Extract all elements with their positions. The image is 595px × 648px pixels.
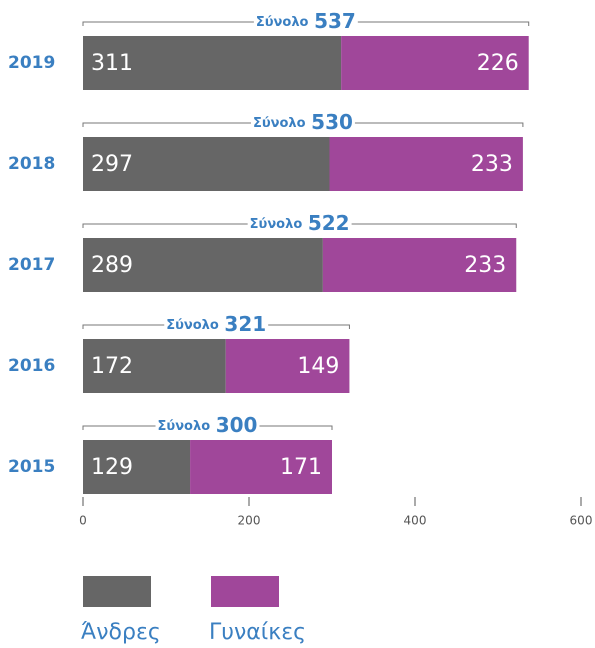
value-label: 233: [464, 253, 506, 278]
legend-swatch: [83, 576, 151, 607]
value-label: 289: [91, 253, 133, 278]
year-label: 2018: [8, 154, 55, 174]
total-word: Σύνολο: [158, 419, 211, 434]
bar-segment: [83, 137, 330, 191]
total-label: Σύνολο 530: [250, 110, 355, 134]
total-word: Σύνολο: [256, 15, 309, 30]
year-label: 2015: [8, 457, 55, 477]
total-label-text: Σύνολο 321: [166, 312, 266, 336]
bar-segment: [83, 238, 323, 292]
total-label-text: Σύνολο 530: [253, 110, 353, 134]
legend-label: Γυναίκες: [209, 620, 306, 645]
bar-segment: [225, 339, 350, 393]
x-tick-label: 400: [404, 514, 427, 528]
year-label: 2017: [8, 255, 55, 275]
total-label-bg: [247, 221, 352, 227]
total-value: 530: [311, 110, 353, 134]
value-label: 226: [477, 51, 519, 76]
bar-segment: [83, 440, 191, 494]
x-tick-label: 200: [238, 514, 261, 528]
value-label: 149: [297, 354, 339, 379]
x-tick-label: 0: [79, 514, 87, 528]
total-label-bg: [164, 322, 269, 328]
bar-segment: [190, 440, 332, 494]
value-label: 171: [280, 455, 322, 480]
total-label-bg: [155, 423, 260, 429]
value-label: 129: [91, 455, 133, 480]
legend-label: Άνδρες: [81, 620, 161, 645]
total-label: Σύνολο 300: [155, 413, 260, 437]
total-label: Σύνολο 522: [247, 211, 352, 235]
value-label: 172: [91, 354, 133, 379]
total-word: Σύνολο: [253, 116, 306, 131]
bar-segment: [322, 238, 517, 292]
total-value: 300: [216, 413, 258, 437]
total-word: Σύνολο: [166, 318, 219, 333]
value-label: 297: [91, 152, 133, 177]
total-label-bg: [250, 120, 355, 126]
total-value: 522: [308, 211, 350, 235]
bar-segment: [83, 36, 342, 90]
year-label: 2016: [8, 356, 55, 376]
total-word: Σύνολο: [250, 217, 303, 232]
year-label: 2019: [8, 53, 55, 73]
legend-swatch: [211, 576, 279, 607]
bar-segment: [329, 137, 523, 191]
value-label: 233: [471, 152, 513, 177]
bar-segment: [341, 36, 529, 90]
value-label: 311: [91, 51, 133, 76]
total-label-bg: [253, 19, 358, 25]
x-tick-label: 600: [570, 514, 593, 528]
total-label-text: Σύνολο 522: [250, 211, 350, 235]
total-label-text: Σύνολο 537: [256, 9, 356, 33]
total-label: Σύνολο 321: [164, 312, 269, 336]
total-label: Σύνολο 537: [253, 9, 358, 33]
total-value: 321: [224, 312, 266, 336]
total-value: 537: [314, 9, 356, 33]
total-label-text: Σύνολο 300: [158, 413, 258, 437]
bar-segment: [83, 339, 226, 393]
